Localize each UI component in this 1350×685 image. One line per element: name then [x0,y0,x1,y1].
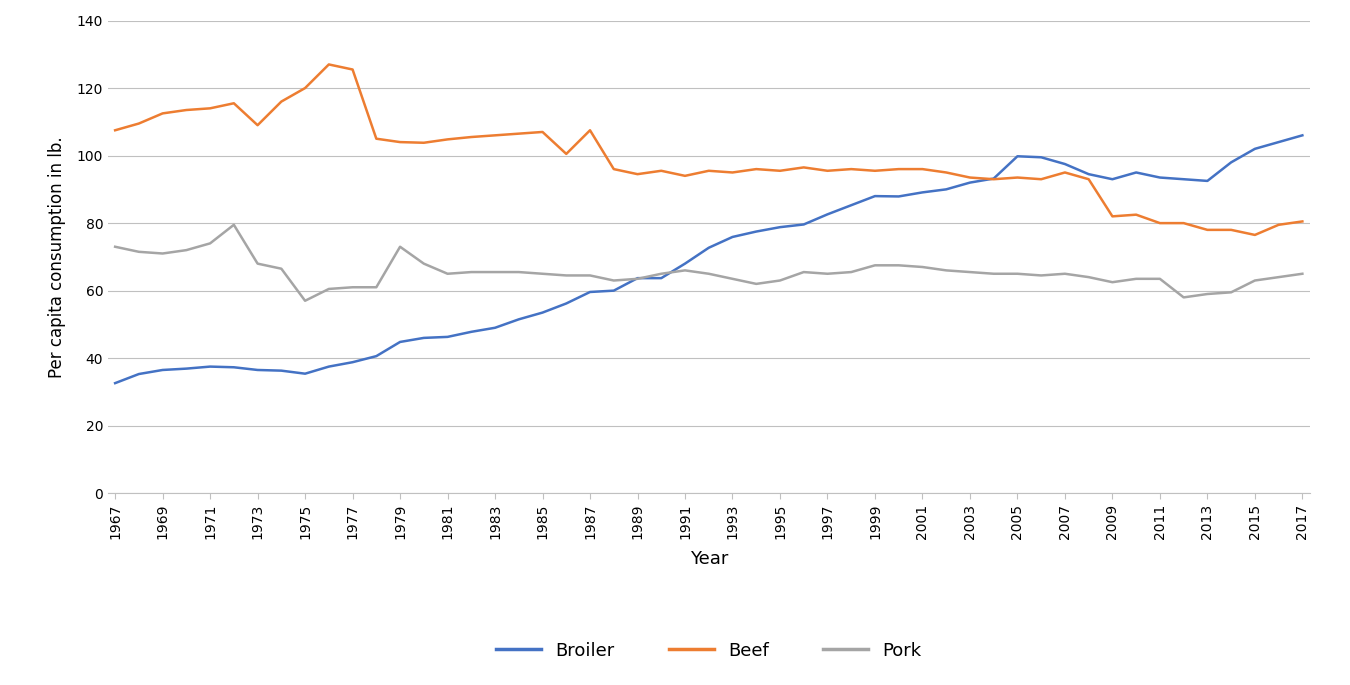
Beef [487,132,504,140]
Beef [1270,221,1287,229]
Beef [321,60,338,68]
Line: Beef: Beef [115,64,1303,235]
Broiler [487,324,504,332]
Pork [1295,270,1311,278]
Y-axis label: Per capita consumption in lb.: Per capita consumption in lb. [47,136,66,377]
Legend: Broiler, Beef, Pork: Broiler, Beef, Pork [489,634,929,667]
Pork [416,260,432,268]
Pork [938,266,954,275]
Pork [297,297,313,305]
Broiler [1295,132,1311,140]
Line: Pork: Pork [115,225,1303,301]
Pork [107,242,123,251]
Pork [535,270,551,278]
X-axis label: Year: Year [690,550,728,569]
Pork [510,268,526,276]
Beef [986,175,1002,184]
Broiler [891,192,907,201]
Beef [1247,231,1264,239]
Pork [1270,273,1287,282]
Broiler [463,327,479,336]
Broiler [107,379,123,387]
Beef [107,126,123,134]
Beef [1295,217,1311,225]
Broiler [961,179,977,187]
Beef [914,165,930,173]
Broiler [369,352,385,360]
Pork [1010,270,1026,278]
Line: Broiler: Broiler [115,136,1303,383]
Pork [225,221,242,229]
Beef [510,129,526,138]
Broiler [1270,138,1287,146]
Beef [392,138,408,146]
